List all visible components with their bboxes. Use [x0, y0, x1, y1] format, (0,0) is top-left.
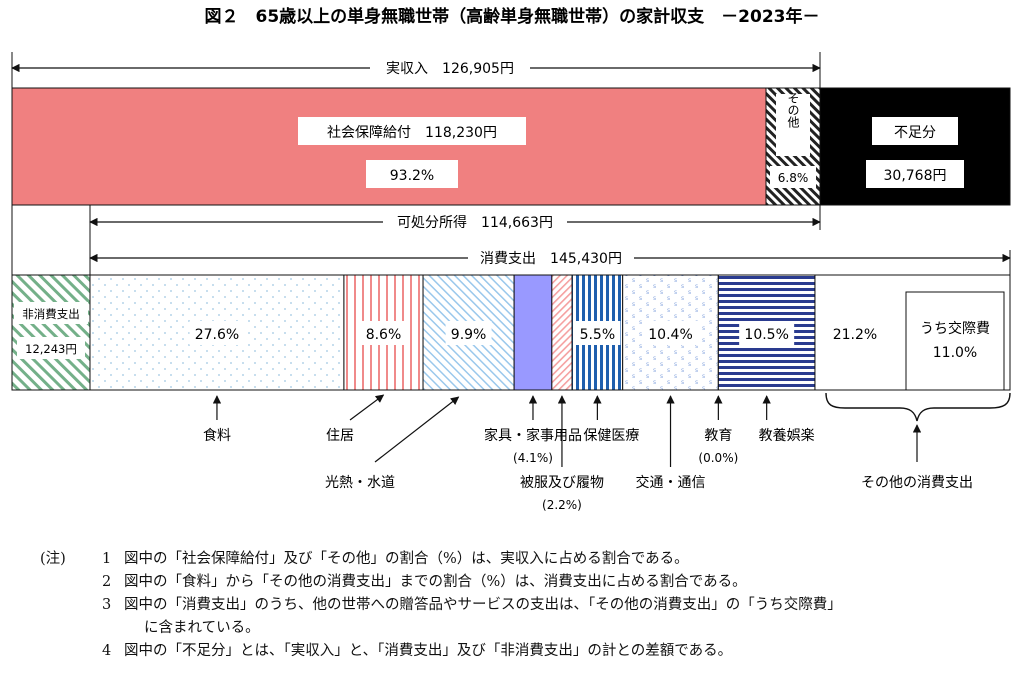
label-education: 教育 [704, 428, 732, 444]
percent-food: 27.6% [195, 327, 239, 343]
note-mark: (注) [40, 551, 66, 567]
household-budget-chart: s s 図２ 65歳以上の単身無職世帯（高齢単身無職世帯）の家計収支 －2023… [11, 6, 1011, 512]
label-medical: 保健医療 [583, 427, 639, 444]
label-transport: 交通・通信 [636, 474, 706, 491]
label-utilities: 光熱・水道 [325, 475, 395, 491]
income-bar: 社会保障給付 118,230円 93.2% その他 6.8% 不足分 30,76… [11, 87, 1011, 206]
other-consumption-brace [825, 392, 1011, 422]
entertainment-percent: 11.0% [933, 345, 977, 361]
percent-utilities: 9.9% [451, 327, 487, 343]
note-2: 2 図中の「食料」から「その他の消費支出」までの割合（%）は、消費支出に占める割… [40, 571, 1020, 594]
note-number: 4 [102, 643, 112, 659]
expenditure-bar: 27.6% 8.6% 9.9% 5.5% 10.4% 10.5% 21.2% うち交際費 11.… [89, 274, 1011, 391]
bar-clothing [551, 274, 573, 391]
arrow-utilities [374, 396, 460, 463]
note-text: 図中の「不足分」とは、「実収入」と、「消費支出」及び「非消費支出」の計との差額で… [124, 643, 733, 659]
label-other-consumption: その他の消費支出 [861, 475, 973, 491]
other-income-percent: 6.8% [778, 171, 809, 185]
disposable-income-span: 可処分所得 114,663円 [11, 205, 821, 275]
deficit-label: 不足分 [894, 125, 936, 141]
note-3-continued: に含まれている。 [144, 620, 260, 636]
income-span: 実収入 126,905円 [11, 52, 821, 92]
note-number: 2 [102, 574, 112, 590]
note-4: 4 図中の「不足分」とは、「実収入」と、「消費支出」及び「非消費支出」の計との差… [40, 640, 1020, 663]
non-consumption-block: 非消費支出 12,243円 [11, 274, 91, 391]
social-security-label: 社会保障給付 118,230円 [327, 125, 497, 141]
bar-furniture [513, 274, 553, 391]
consumption-span: 消費支出 145,430円 [89, 250, 1011, 275]
sub-clothing: (2.2%) [542, 498, 582, 512]
note-1: (注) 1 図中の「社会保障給付」及び「その他」の割合（%）は、実収入に占める割… [40, 548, 1020, 571]
non-consumption-label: 非消費支出 [22, 307, 80, 321]
note-number: 3 [102, 597, 112, 613]
arrow-housing [349, 394, 385, 421]
non-consumption-value: 12,243円 [25, 342, 77, 356]
note-3: 3 図中の「消費支出」のうち、他の世帯への贈答品やサービスの支出は、「その他の消… [40, 594, 1020, 617]
label-housing: 住居 [326, 428, 354, 444]
consumption-label: 消費支出 145,430円 [480, 251, 622, 267]
label-food: 食料 [203, 427, 231, 444]
sub-education: (0.0%) [698, 451, 738, 465]
percent-recreation: 10.5% [744, 327, 788, 343]
label-clothing: 被服及び履物 [520, 475, 604, 491]
social-security-percent: 93.2% [390, 168, 434, 184]
non-consumption-bar [11, 274, 91, 391]
note-text: 図中の「消費支出」のうち、他の世帯への贈答品やサービスの支出は、「その他の消費支… [124, 597, 842, 613]
other-income-label: その他 [786, 92, 800, 128]
entertainment-label: うち交際費 [920, 320, 990, 337]
deficit-value: 30,768円 [884, 168, 947, 184]
percent-transport: 10.4% [648, 327, 692, 343]
disposable-income-label: 可処分所得 114,663円 [397, 214, 553, 231]
percent-housing: 8.6% [366, 327, 402, 343]
notes: (注) 1 図中の「社会保障給付」及び「その他」の割合（%）は、実収入に占める割… [40, 548, 1020, 663]
label-recreation: 教養娯楽 [759, 427, 815, 444]
income-label: 実収入 126,905円 [386, 61, 514, 77]
label-furniture: 家具・家事用品 [484, 427, 582, 444]
percent-other-consumption: 21.2% [833, 327, 877, 343]
note-number: 1 [102, 551, 112, 567]
bar-entertainment-expense [905, 291, 1005, 391]
sub-furniture: (4.1%) [513, 451, 553, 465]
note-text: 図中の「社会保障給付」及び「その他」の割合（%）は、実収入に占める割合である。 [124, 551, 689, 567]
note-text: 図中の「食料」から「その他の消費支出」までの割合（%）は、消費支出に占める割合で… [124, 574, 747, 590]
chart-title: 図２ 65歳以上の単身無職世帯（高齢単身無職世帯）の家計収支 －2023年－ [205, 6, 820, 27]
percent-medical: 5.5% [580, 327, 616, 343]
